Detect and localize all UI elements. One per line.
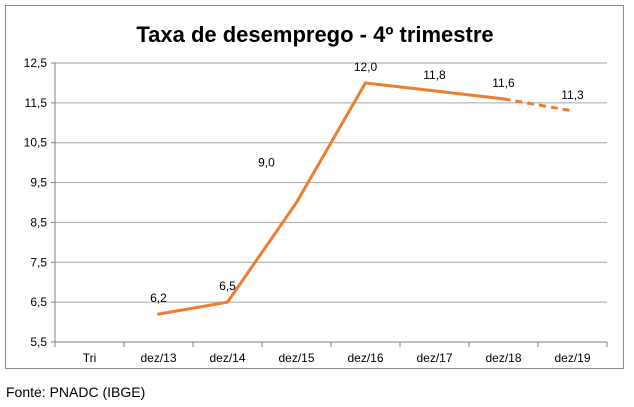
x-tick-label: dez/16	[347, 351, 383, 365]
source-note: Fonte: PNADC (IBGE)	[6, 384, 146, 400]
series-segment	[433, 89, 505, 101]
y-tick-label: 8,5	[30, 215, 47, 229]
x-tick-label: dez/17	[416, 351, 452, 365]
y-tick-label: 12,5	[24, 56, 48, 70]
x-tick-label: dez/18	[485, 351, 521, 365]
unemployment-line-chart: Taxa de desemprego - 4º trimestre 5,5 6,5…	[24, 22, 608, 365]
y-tick-label: 9,5	[30, 176, 47, 190]
data-label: 11,6	[492, 76, 515, 90]
data-label: 11,8	[423, 68, 446, 82]
series-line	[157, 81, 573, 316]
x-tick-label: Tri	[83, 351, 97, 365]
data-label: 6,5	[219, 279, 236, 293]
series-segment	[364, 81, 436, 93]
series-segment	[157, 300, 229, 316]
data-label: 6,2	[150, 291, 167, 305]
chart-frame	[5, 5, 624, 369]
y-tick-label: 7,5	[30, 255, 47, 269]
data-labels: 6,2 6,5 9,0 12,0 11,8 11,6 11,3	[150, 60, 584, 305]
y-axis-tick-labels: 5,5 6,5 7,5 8,5 9,5 10,5 11,5 12,5	[24, 56, 48, 349]
series-segment	[295, 81, 367, 204]
chart-title: Taxa de desemprego - 4º trimestre	[136, 22, 493, 47]
x-tick-label: dez/14	[209, 351, 245, 365]
axes	[51, 62, 608, 347]
data-label: 11,3	[561, 88, 584, 102]
x-tick-label: dez/19	[554, 351, 590, 365]
y-tick-label: 5,5	[30, 335, 47, 349]
x-tick-label: dez/13	[140, 351, 176, 365]
y-tick-label: 6,5	[30, 295, 47, 309]
y-tick-label: 11,5	[25, 96, 48, 110]
gridlines	[55, 62, 607, 303]
series-segment	[226, 201, 298, 304]
x-tick-label: dez/15	[278, 351, 314, 365]
y-tick-label: 10,5	[24, 136, 48, 150]
data-label: 12,0	[354, 60, 378, 74]
data-label: 9,0	[258, 156, 275, 170]
x-axis-tick-labels: Tri dez/13 dez/14 dez/15 dez/16 dez/17 dez/18 d…	[83, 351, 591, 365]
